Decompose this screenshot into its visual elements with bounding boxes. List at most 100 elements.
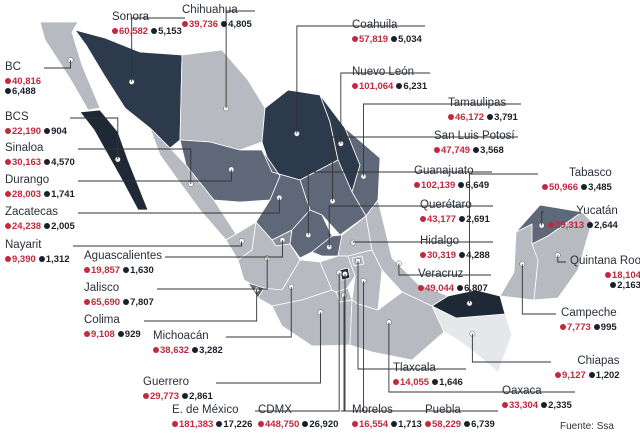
state-values: 38,632 3,282 [153,345,223,356]
deaths-value: 6,807 [454,283,488,294]
cases-count: 14,055 [400,376,430,388]
label-oaxaca: Oaxaca 33,304 2,335 [502,385,572,410]
deaths-count: 6,649 [465,179,490,191]
deaths-value: 995 [591,322,617,333]
state-name: Tamaulipas [448,97,507,109]
cases-count: 18,104 [611,269,640,281]
deaths-count: 17,226 [223,418,253,430]
deaths-value: 1,741 [41,189,75,200]
leader-line-guerrero [216,312,321,384]
state-name: Veracruz [418,268,464,280]
deaths-dot-icon [459,251,466,258]
deaths-dot-icon [587,221,594,228]
cases-dot-icon [434,146,440,153]
leader-line-jalisco [157,258,268,290]
label-veracruz: Veracruz 49,044 6,807 [418,268,488,294]
state-name: Nuevo León [352,66,415,78]
cases-value: 65,690 [84,297,120,308]
state-values: 101,064 6,231 [352,81,427,92]
cases-value: 30,163 [5,157,41,168]
state-values: 50,966 3,485 [542,182,612,193]
leader-line-sonora [131,17,185,82]
leader-line-hidalgo [352,241,493,243]
cases-value: 30,319 [420,250,456,261]
state-name: Sinaloa [5,142,44,154]
cases-dot-icon [5,127,11,134]
deaths-count: 3,568 [480,144,504,156]
state-values: 19,857 1,630 [84,264,162,276]
leader-line-qroo [557,255,566,263]
cases-dot-icon [258,420,264,427]
state-name: Quintana Roo [570,255,640,267]
leader-line-sinaloa [78,148,192,184]
label-edomex: E. de México 181,383 17,226 [172,404,253,430]
state-name: BC [5,61,21,73]
cases-dot-icon [153,346,159,353]
label-tamaulipas: Tamaulipas 46,172 3,791 [448,97,518,122]
cases-value: 18,104 [604,269,640,281]
cases-count: 22,190 [12,125,42,137]
cases-value: 43,177 [420,214,456,225]
label-nuevoleon: Nuevo León 101,064 6,231 [352,66,427,92]
deaths-count: 3,282 [199,344,223,356]
deaths-count: 929 [124,328,141,340]
cases-count: 29,773 [150,390,180,402]
deaths-dot-icon [610,282,617,288]
cases-dot-icon [182,20,188,27]
deaths-value: 4,570 [41,157,75,168]
deaths-dot-icon [581,183,588,190]
state-values: 65,690 7,807 [84,297,154,308]
state-values: 29,313 2,644 [548,220,618,231]
label-morelos: Morelos 16,554 1,713 [352,404,422,430]
state-values: 181,383 17,226 [172,418,253,430]
deaths-dot-icon [593,323,600,330]
deaths-count: 995 [600,321,617,333]
cases-count: 19,857 [91,264,121,276]
cases-count: 9,127 [562,369,586,381]
deaths-dot-icon [541,401,548,408]
deaths-value: 2,163 [570,281,640,291]
leader-line-michoacan [226,286,292,338]
deaths-value: 3,282 [189,345,223,356]
leader-line-colima [144,289,258,322]
deaths-count: 1,312 [45,253,70,265]
state-name: Jalisco [84,282,120,294]
deaths-dot-icon [464,420,471,427]
state-bcs [79,109,149,211]
cases-value: 40,816 [5,76,41,87]
state-name: Aguascalientes [84,250,162,262]
deaths-value: 3,568 [470,145,504,156]
state-name: Chiapas [577,355,620,367]
state-values: 43,177 2,691 [420,214,490,225]
cases-value: 47,749 [434,145,470,156]
deaths-dot-icon [391,420,398,427]
state-values: 14,055 1,646 [393,376,463,388]
cases-count: 9,390 [12,253,36,265]
label-jalisco: Jalisco 65,690 7,807 [84,282,154,308]
state-name: Morelos [352,404,393,416]
cases-value: 29,313 [548,220,584,231]
cases-dot-icon [555,371,561,378]
deaths-value: 6,231 [393,81,427,92]
deaths-count: 26,920 [309,418,339,430]
cases-count: 16,554 [359,418,389,430]
cases-value: 22,190 [5,126,41,137]
deaths-value: 2,861 [179,391,213,402]
label-michoacan: Michoacán 38,632 3,282 [153,330,223,356]
deaths-count: 5,153 [158,25,182,37]
label-chihuahua: Chihuahua 39,736 4,805 [182,4,252,29]
label-bcs: BCS 22,190 904 [5,111,67,137]
deaths-dot-icon [123,266,130,273]
leader-line-veracruz [398,263,491,276]
deaths-dot-icon [38,255,45,262]
leader-line-tlaxcala [357,261,466,370]
state-name: Nayarit [5,239,42,251]
cases-dot-icon [5,158,11,165]
cases-dot-icon [84,266,90,273]
deaths-count: 1,630 [130,264,154,276]
cases-dot-icon [5,190,11,197]
state-values: 18,104 2,163 [570,269,640,291]
cases-count: 43,177 [427,213,457,225]
deaths-count: 4,288 [466,249,490,261]
